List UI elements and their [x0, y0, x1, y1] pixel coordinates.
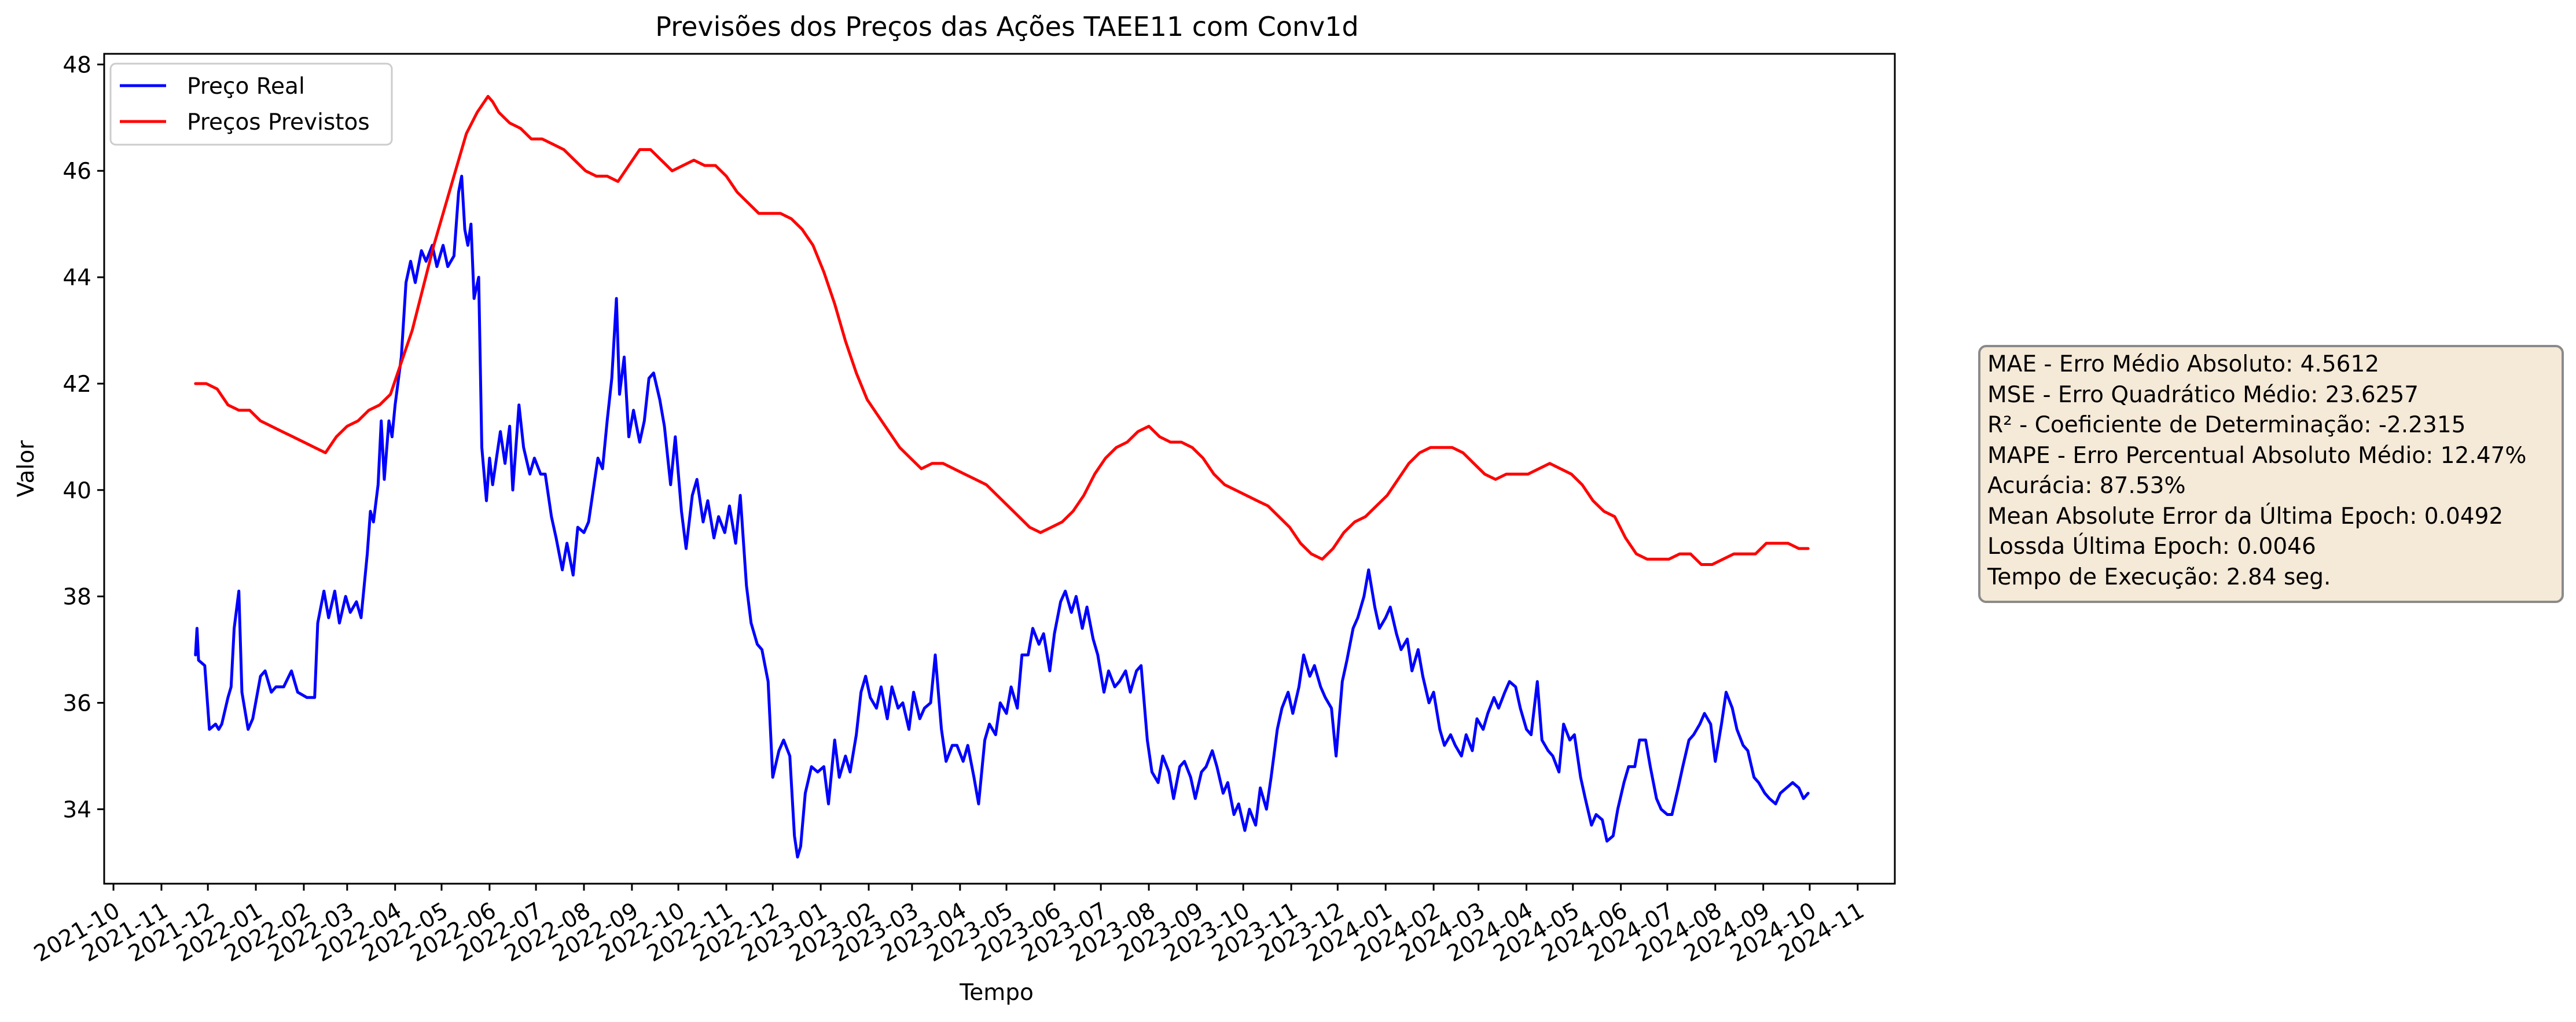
metric-mse: MSE - Erro Quadrático Médio: 23.6257 — [1987, 381, 2419, 408]
plot-frame — [103, 53, 1896, 885]
metric-mape: MAPE - Erro Percentual Absoluto Médio: 1… — [1987, 442, 2527, 469]
x-axis: 2021-102021-112021-122022-012022-022022-… — [30, 884, 1869, 967]
legend-box — [109, 63, 393, 146]
y-tick-label: 34 — [63, 797, 91, 823]
metrics-box: MAE - Erro Médio Absoluto: 4.5612 MSE - … — [1978, 345, 2564, 603]
legend: Preço Real Preços Previstos — [109, 63, 393, 146]
plot-area — [104, 54, 1895, 884]
y-tick-label: 48 — [63, 52, 91, 78]
y-tick-label: 36 — [63, 690, 91, 716]
y-tick-label: 42 — [63, 372, 91, 398]
metric-r2: R² - Coeficiente de Determinação: -2.231… — [1987, 412, 2466, 438]
series-layer — [194, 95, 1810, 859]
metric-exec-time: Tempo de Execução: 2.84 seg. — [1987, 564, 2331, 590]
y-axis: 34 36 38 40 42 44 46 48 — [63, 52, 104, 823]
series-line-precos-previstos — [194, 95, 1810, 566]
legend-label-predicted: Preços Previstos — [187, 109, 370, 135]
y-axis-label: Valor — [13, 440, 39, 497]
series-line-preco-real — [194, 174, 1810, 859]
x-axis-label: Tempo — [959, 980, 1034, 1006]
chart-title: Previsões dos Preços das Ações TAEE11 co… — [655, 11, 1358, 42]
legend-label-real: Preço Real — [187, 73, 305, 100]
metric-last-epoch-loss: Lossda Última Epoch: 0.0046 — [1987, 534, 2316, 560]
y-tick-label: 38 — [63, 584, 91, 611]
y-tick-label: 44 — [63, 265, 91, 291]
metric-last-epoch-mae: Mean Absolute Error da Última Epoch: 0.0… — [1987, 503, 2504, 530]
y-tick-label: 40 — [63, 478, 91, 504]
y-tick-label: 46 — [63, 159, 91, 185]
metric-accuracy: Acurácia: 87.53% — [1987, 473, 2186, 499]
metric-mae: MAE - Erro Médio Absoluto: 4.5612 — [1987, 351, 2380, 377]
